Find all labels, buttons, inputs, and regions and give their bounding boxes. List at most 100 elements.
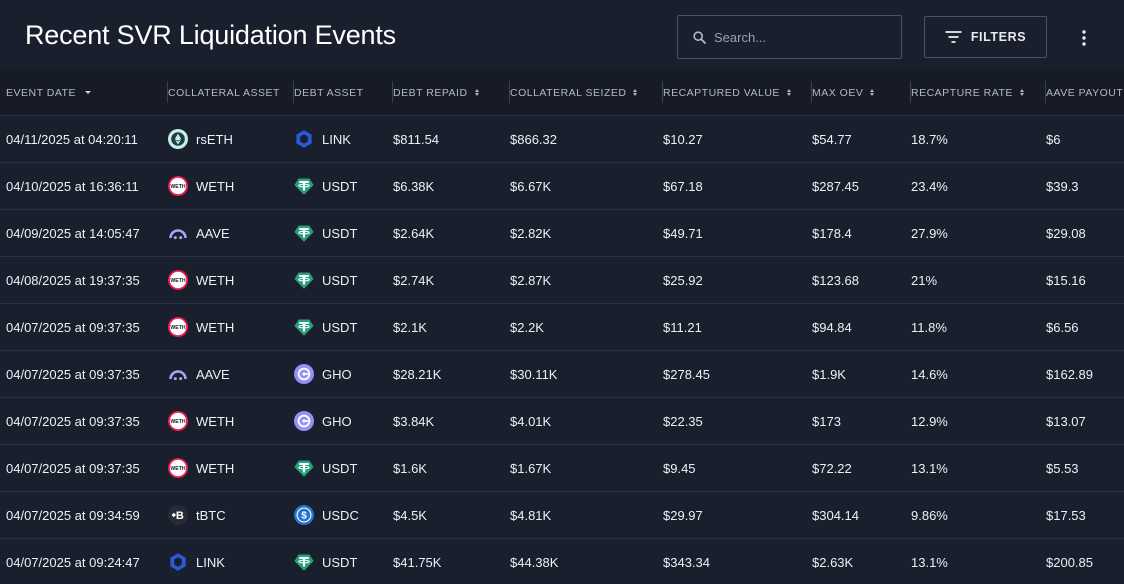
search-box[interactable] [677,15,902,59]
column-divider [910,81,911,103]
column-divider [1045,81,1046,103]
recaptured-value: $278.45 [663,366,710,382]
column-header-event-date[interactable]: EVENT DATE [6,69,91,116]
collateral-asset: WETH [168,398,234,444]
debt-asset-label: GHO [322,413,352,429]
event-date: 04/07/2025 at 09:34:59 [6,507,140,523]
table-row[interactable]: 04/07/2025 at 09:34:59 tBTC USDC $4.5K $4.81… [0,492,1124,539]
usdt-icon [294,317,314,337]
table-row[interactable]: 04/07/2025 at 09:37:35 WETH USDT $2.1K $2.2K… [0,304,1124,351]
table-row[interactable]: 04/07/2025 at 09:24:47 LINK USDT $41.75K $44… [0,539,1124,584]
column-header-recaptured-value[interactable]: RECAPTURED VALUE [662,69,791,116]
recaptured-value: $25.92 [663,272,703,288]
collateral-asset: WETH [168,163,234,209]
recapture-rate: 13.1% [911,554,948,570]
table-row[interactable]: 04/07/2025 at 09:37:35 WETH USDT $1.6K $1.67… [0,445,1124,492]
column-divider [293,81,294,103]
gho-icon [294,411,314,431]
table-row[interactable]: 04/09/2025 at 14:05:47 AAVE USDT $2.64K $2.8… [0,210,1124,257]
recapture-rate: 18.7% [911,131,948,147]
weth-icon [168,176,188,196]
column-divider [811,81,812,103]
recapture-rate: 27.9% [911,225,948,241]
recapture-rate: 13.1% [911,460,948,476]
debt-repaid: $811.54 [393,131,440,147]
event-date: 04/07/2025 at 09:37:35 [6,366,140,382]
aave-payout: $200.85 [1046,554,1093,570]
recaptured-value: $11.21 [663,319,702,335]
more-options-button[interactable] [1074,27,1094,49]
event-date: 04/09/2025 at 14:05:47 [6,225,140,241]
sort-icon [1019,89,1024,96]
debt-asset-label: USDT [322,319,358,335]
table-body: 04/11/2025 at 04:20:11 rsETH LINK $811.54 $8… [0,116,1124,584]
weth-icon [168,458,188,478]
recapture-rate: 14.6% [911,366,948,382]
max-oev: $173 [812,413,841,429]
event-date: 04/08/2025 at 19:37:35 [6,272,140,288]
collateral-asset: WETH [168,445,234,491]
column-header-debt-asset: DEBT ASSET [293,69,364,116]
table-row[interactable]: 04/08/2025 at 19:37:35 WETH USDT $2.74K $2.8… [0,257,1124,304]
column-header-aave-payout[interactable]: AAVE PAYOUT [1045,69,1123,116]
collateral-asset-label: WETH [196,319,235,335]
table-row[interactable]: 04/10/2025 at 16:36:11 WETH USDT $6.38K $6.6… [0,163,1124,210]
search-icon [693,30,706,44]
aave-payout: $39.3 [1046,178,1079,194]
debt-asset-label: USDT [322,225,358,241]
column-header-collateral-asset: COLLATERAL ASSET [167,69,280,116]
collateral-seized: $1.67K [510,460,552,476]
filters-label: FILTERS [970,30,1027,44]
table-row[interactable]: 04/07/2025 at 09:37:35 WETH GHO $3.84K $4.01… [0,398,1124,445]
debt-repaid: $2.1K [393,319,427,335]
column-header-collateral-seized[interactable]: COLLATERAL SEIZED [509,69,638,116]
debt-repaid: $4.5K [393,507,427,523]
debt-asset-label: USDT [322,178,358,194]
liquidation-events-table: EVENT DATE COLLATERAL ASSET DEBT ASSET D… [0,69,1124,584]
debt-asset-label: USDT [322,460,358,476]
max-oev: $2.63K [812,554,854,570]
usdt-icon [294,270,314,290]
link-icon [168,552,188,572]
collateral-asset: LINK [168,539,225,584]
collateral-asset-label: rsETH [196,131,233,147]
debt-asset: USDT [294,210,357,256]
table-header-row: EVENT DATE COLLATERAL ASSET DEBT ASSET D… [0,69,1124,116]
event-date: 04/10/2025 at 16:36:11 [6,178,139,194]
recapture-rate: 11.8% [911,319,947,335]
column-divider [509,81,510,103]
recapture-rate: 9.86% [911,507,948,523]
max-oev: $304.14 [812,507,859,523]
recaptured-value: $49.71 [663,225,703,241]
debt-repaid: $2.64K [393,225,435,241]
page-header: Recent SVR Liquidation Events FILTERS [0,0,1124,76]
collateral-seized: $44.38K [510,554,559,570]
page-title: Recent SVR Liquidation Events [25,20,396,50]
max-oev: $94.84 [812,319,852,335]
debt-repaid: $6.38K [393,178,435,194]
max-oev: $72.22 [812,460,852,476]
column-header-debt-repaid[interactable]: DEBT REPAID [392,69,479,116]
debt-asset-label: USDC [322,507,359,523]
recaptured-value: $10.27 [663,131,703,147]
table-row[interactable]: 04/07/2025 at 09:37:35 AAVE GHO $28.21K $30.… [0,351,1124,398]
table-row[interactable]: 04/11/2025 at 04:20:11 rsETH LINK $811.54 $8… [0,116,1124,163]
weth-icon [168,317,188,337]
debt-repaid: $3.84K [393,413,435,429]
debt-asset: GHO [294,351,352,397]
column-header-recapture-rate[interactable]: RECAPTURE RATE [910,69,1024,116]
search-input[interactable] [714,29,884,45]
debt-asset: USDT [294,163,357,209]
column-header-max-oev[interactable]: MAX OEV [811,69,875,116]
collateral-seized: $866.32 [510,131,557,147]
debt-asset: GHO [294,398,352,444]
collateral-seized: $6.67K [510,178,552,194]
collateral-asset-label: LINK [196,554,225,570]
collateral-asset: AAVE [168,351,230,397]
column-divider [662,81,663,103]
collateral-seized: $2.2K [510,319,544,335]
collateral-asset: AAVE [168,210,230,256]
sort-icon [786,89,791,96]
recapture-rate: 21% [911,272,938,288]
filters-button[interactable]: FILTERS [924,16,1047,58]
